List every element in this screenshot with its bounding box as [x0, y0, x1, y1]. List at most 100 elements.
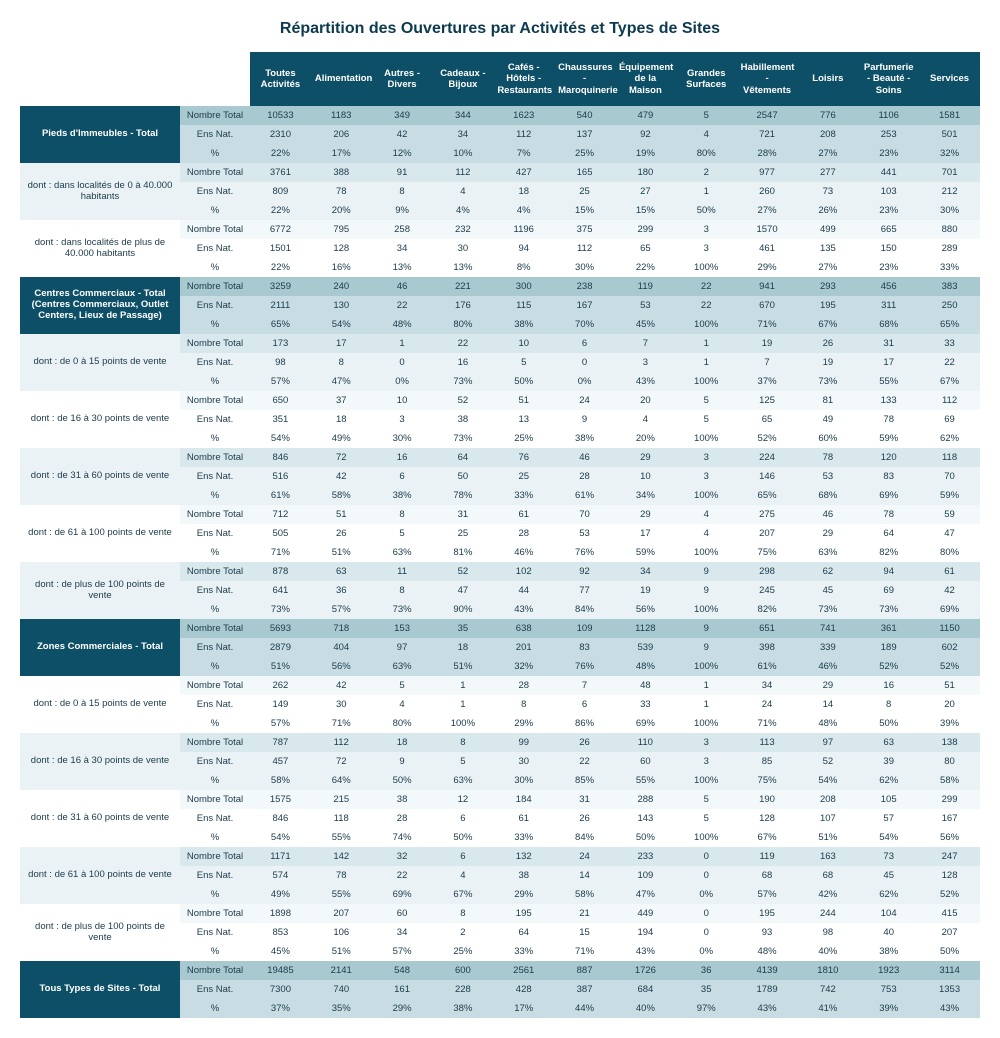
data-cell: 52: [797, 752, 858, 771]
data-cell: 3: [372, 410, 433, 429]
group-label: dont : de 31 à 60 points de vente: [20, 448, 180, 505]
data-cell: 51%: [250, 657, 311, 676]
data-cell: 38: [493, 866, 554, 885]
data-cell: 80: [919, 752, 980, 771]
data-cell: 49%: [311, 429, 372, 448]
data-cell: 30%: [372, 429, 433, 448]
data-cell: 7: [615, 334, 676, 353]
data-cell: 113: [737, 733, 798, 752]
data-cell: 97%: [676, 999, 737, 1018]
data-cell: 388: [311, 163, 372, 182]
data-cell: 62%: [919, 429, 980, 448]
data-cell: 22: [676, 296, 737, 315]
data-cell: 29%: [372, 999, 433, 1018]
data-cell: 6772: [250, 220, 311, 239]
data-cell: 505: [250, 524, 311, 543]
data-cell: 125: [737, 391, 798, 410]
data-cell: 51%: [797, 828, 858, 847]
data-cell: 22: [372, 866, 433, 885]
metric-label: Ens Nat.: [180, 752, 250, 771]
group-label: dont : de 0 à 15 points de vente: [20, 676, 180, 733]
data-cell: 17%: [493, 999, 554, 1018]
data-cell: 44%: [554, 999, 615, 1018]
data-cell: 258: [372, 220, 433, 239]
table-row: dont : de 16 à 30 points de venteNombre …: [20, 733, 980, 752]
data-cell: 262: [250, 676, 311, 695]
column-header: Cadeaux - Bijoux: [432, 52, 493, 106]
group-label-dark: Centres Commerciaux - Total (Centres Com…: [20, 277, 180, 334]
data-cell: 51%: [311, 942, 372, 961]
data-cell: 13: [493, 410, 554, 429]
data-cell: 50%: [432, 828, 493, 847]
data-cell: 64: [432, 448, 493, 467]
table-row: Centres Commerciaux - Total (Centres Com…: [20, 277, 980, 296]
data-cell: 2879: [250, 638, 311, 657]
data-cell: 37%: [250, 999, 311, 1018]
data-cell: 63%: [372, 543, 433, 562]
data-cell: 53: [615, 296, 676, 315]
data-cell: 12: [432, 790, 493, 809]
data-cell: 19: [615, 581, 676, 600]
data-cell: 190: [737, 790, 798, 809]
data-cell: 3761: [250, 163, 311, 182]
data-cell: 2: [676, 163, 737, 182]
data-cell: 201: [493, 638, 554, 657]
data-cell: 602: [919, 638, 980, 657]
data-cell: 55%: [311, 828, 372, 847]
data-cell: 40%: [797, 942, 858, 961]
data-cell: 104: [858, 904, 919, 923]
metric-label: Nombre Total: [180, 505, 250, 524]
data-cell: 69: [858, 581, 919, 600]
data-cell: 1128: [615, 619, 676, 638]
data-cell: 71%: [554, 942, 615, 961]
table-row: dont : de 61 à 100 points de venteNombre…: [20, 847, 980, 866]
data-cell: 34%: [615, 486, 676, 505]
data-cell: 57%: [372, 942, 433, 961]
data-cell: 100%: [676, 771, 737, 790]
data-cell: 146: [737, 467, 798, 486]
data-cell: 1: [676, 182, 737, 201]
data-cell: 0: [554, 353, 615, 372]
data-cell: 289: [919, 239, 980, 258]
data-cell: 299: [919, 790, 980, 809]
metric-label: Ens Nat.: [180, 182, 250, 201]
data-cell: 40: [858, 923, 919, 942]
data-cell: 132: [493, 847, 554, 866]
metric-label: Ens Nat.: [180, 467, 250, 486]
data-cell: 23%: [858, 144, 919, 163]
data-cell: 77: [554, 581, 615, 600]
data-cell: 76%: [554, 657, 615, 676]
group-label-dark: Zones Commerciales - Total: [20, 619, 180, 676]
group-label: dont : de 16 à 30 points de vente: [20, 391, 180, 448]
data-cell: 288: [615, 790, 676, 809]
data-cell: 428: [493, 980, 554, 999]
data-cell: 8: [432, 904, 493, 923]
data-cell: 277: [797, 163, 858, 182]
data-cell: 33%: [493, 828, 554, 847]
data-cell: 59%: [858, 429, 919, 448]
data-cell: 73%: [858, 600, 919, 619]
metric-label: %: [180, 885, 250, 904]
table-row: Pieds d'Immeubles - TotalNombre Total105…: [20, 106, 980, 125]
data-cell: 404: [311, 638, 372, 657]
data-cell: 880: [919, 220, 980, 239]
data-cell: 441: [858, 163, 919, 182]
group-label: dont : de plus de 100 points de vente: [20, 904, 180, 961]
data-cell: 143: [615, 809, 676, 828]
data-cell: 26: [311, 524, 372, 543]
data-cell: 72: [311, 448, 372, 467]
table-row: dont : de plus de 100 points de venteNom…: [20, 562, 980, 581]
data-cell: 233: [615, 847, 676, 866]
data-cell: 650: [250, 391, 311, 410]
data-cell: 189: [858, 638, 919, 657]
data-cell: 208: [797, 125, 858, 144]
data-cell: 29%: [737, 258, 798, 277]
data-cell: 977: [737, 163, 798, 182]
data-cell: 94: [493, 239, 554, 258]
data-cell: 1810: [797, 961, 858, 980]
data-cell: 29%: [493, 885, 554, 904]
data-cell: 163: [797, 847, 858, 866]
data-cell: 165: [554, 163, 615, 182]
data-cell: 46: [797, 505, 858, 524]
data-cell: 150: [858, 239, 919, 258]
